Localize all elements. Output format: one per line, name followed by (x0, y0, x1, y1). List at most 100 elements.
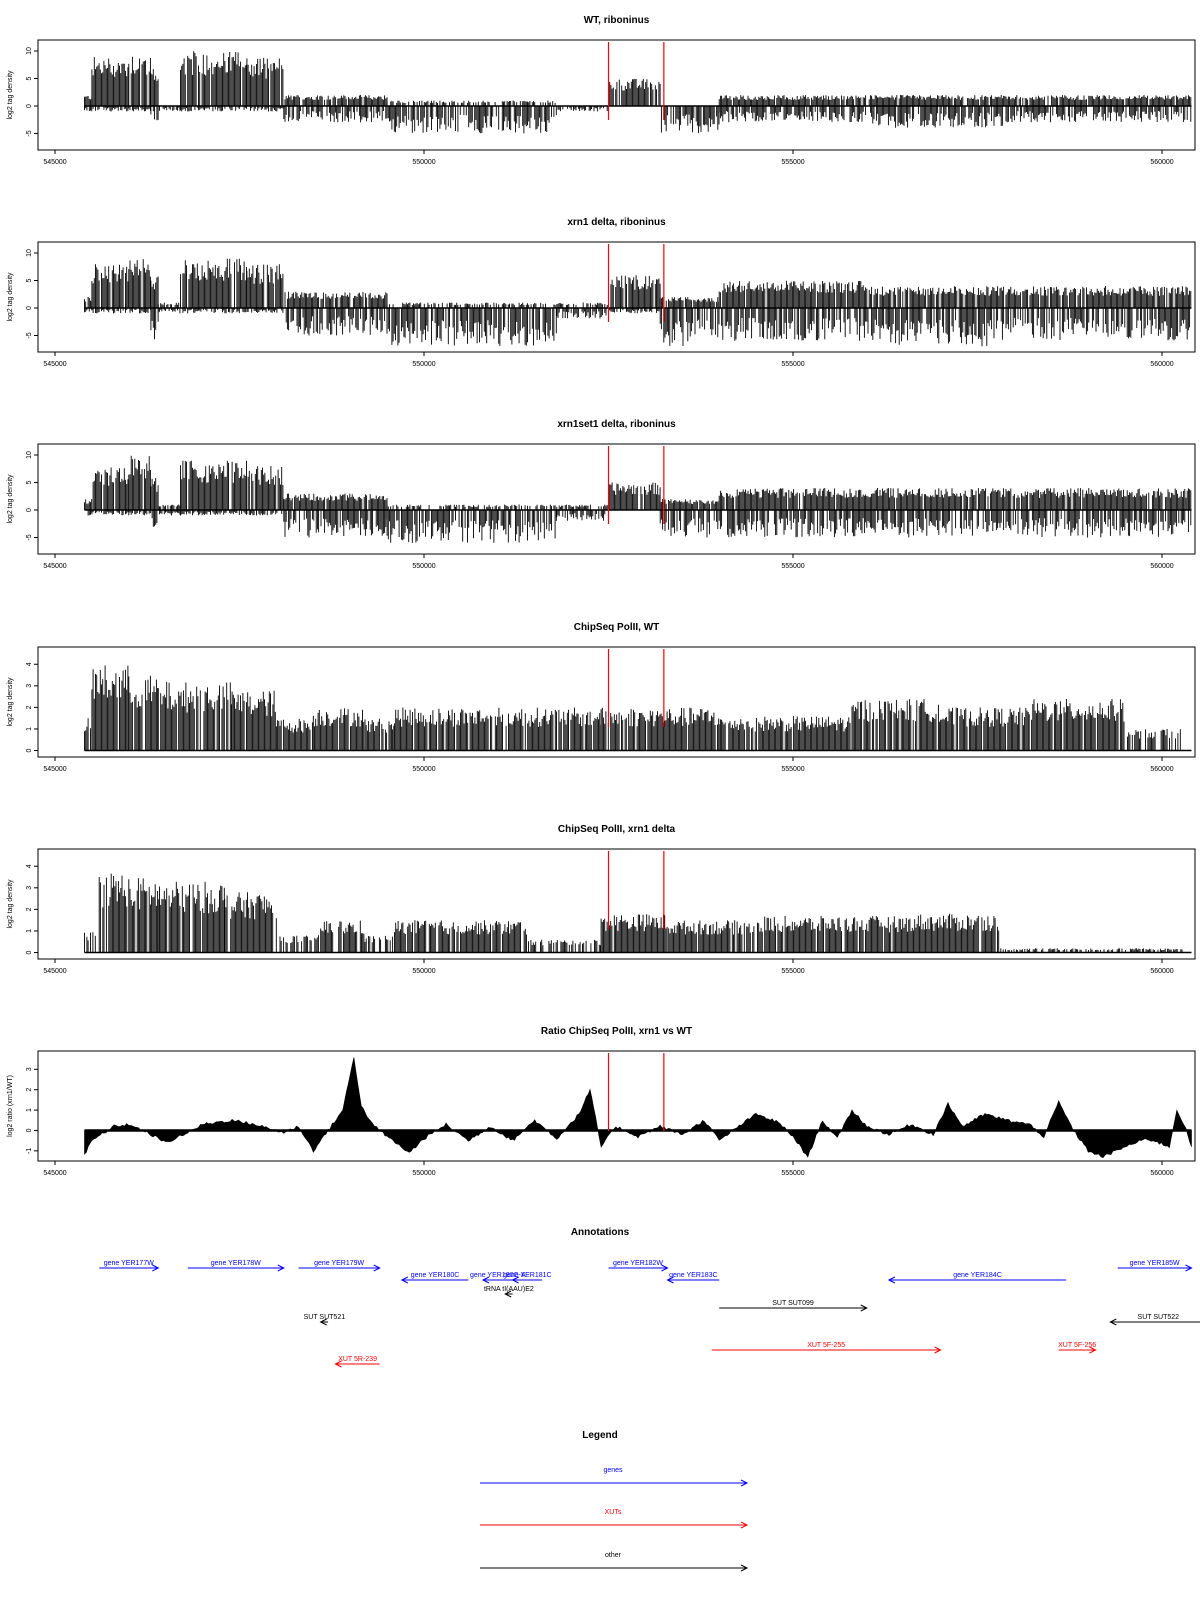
feature-arrowhead (887, 1276, 896, 1284)
bar-cluster (1127, 729, 1181, 751)
data-segment-10 (556, 302, 609, 319)
feature-arrowhead (400, 1276, 409, 1284)
ratio-area (84, 1057, 1192, 1159)
x-tick-label: 550000 (412, 361, 435, 368)
feature-other: SUT SUT099 (719, 1300, 868, 1312)
bar-cluster (866, 488, 1014, 538)
panel-3: xrn1set1 delta, riboninus log2 tag densit… (7, 419, 1196, 570)
plot-frame (37, 39, 1196, 151)
x-tick-label: 560000 (1150, 159, 1173, 166)
bar-cluster (364, 718, 395, 751)
bar-cluster (84, 718, 91, 751)
feature-label: SUT SUT521 (304, 1314, 346, 1321)
data-segment-2 (98, 873, 128, 953)
bar-cluster (246, 466, 284, 516)
x-tick-label: 555000 (781, 361, 804, 368)
y-axis-label: log2 tag density (7, 677, 14, 727)
bar-cluster (91, 467, 129, 516)
panel-title: Ratio ChipSeq PolII, xrn1 vs WT (541, 1026, 692, 1037)
y-tick-label: 4 (26, 662, 33, 666)
data-segment-5 (157, 504, 181, 516)
data-segment-7 (246, 57, 284, 112)
data-segment-5 (231, 690, 276, 751)
bar-cluster (283, 493, 388, 538)
data-segment-10 (600, 707, 720, 751)
panel-title: ChipSeq PolII, xrn1 delta (558, 824, 676, 835)
data-segment-5 (157, 302, 181, 314)
bar-cluster (157, 504, 181, 516)
bar-cluster (283, 95, 388, 123)
feature-other: SUT SUT521 (304, 1314, 346, 1326)
bar-cluster (394, 707, 602, 751)
data-segment-10 (556, 504, 609, 521)
data-segment-12 (660, 106, 720, 134)
feature-label: gene YER180C (411, 1272, 460, 1279)
data-segment-9 (394, 707, 602, 751)
y-tick-label: 1 (26, 929, 33, 933)
bar-cluster (91, 264, 129, 314)
feature-arrowhead (277, 1264, 285, 1272)
legend-arrowhead (740, 1479, 749, 1487)
x-tick-label: 560000 (1150, 968, 1173, 975)
data-segment-14 (1028, 699, 1125, 751)
legend-entry-other: other (480, 1552, 749, 1572)
feature-label: SUT SUT522 (1138, 1314, 1180, 1321)
data-segment-2 (91, 665, 129, 751)
y-tick-label: 10 (26, 249, 33, 257)
bar-cluster (866, 286, 1014, 347)
data-segment-6 (279, 935, 319, 953)
bar-cluster (128, 56, 151, 112)
bar-cluster (84, 297, 93, 313)
feature-arrowhead (860, 1304, 868, 1312)
feature-other: SUT SUT522 (1109, 1314, 1200, 1326)
bar-cluster (157, 302, 181, 314)
feature-arrowhead (1109, 1318, 1117, 1326)
bar-cluster (718, 488, 867, 538)
bar-cluster (312, 708, 365, 751)
bar-cluster (609, 482, 661, 510)
feature-label: SUT SUT099 (772, 1300, 814, 1307)
feature-gene: gene YER180C (400, 1272, 469, 1284)
data-segment-13 (940, 707, 1029, 751)
data-segment-8 (364, 718, 395, 751)
x-tick-label: 550000 (412, 1170, 435, 1177)
bar-cluster (150, 69, 159, 121)
bar-cluster (608, 78, 661, 106)
annotations-panel: Annotations gene YER177W gene YER178W gene … (99, 1227, 1200, 1368)
bar-cluster (868, 95, 1014, 128)
data-segment-13 (764, 915, 911, 953)
bar-cluster (1013, 488, 1192, 538)
feature-label: gene YER182W (613, 1260, 663, 1267)
data-segment-12 (659, 297, 720, 346)
y-tick-label: 4 (26, 864, 33, 868)
data-segment-12 (668, 920, 763, 953)
bar-cluster (851, 699, 941, 751)
panel-1: WT, riboninus log2 tag density -5 0 5 10 54500… (7, 15, 1196, 166)
x-tick-label: 545000 (43, 1170, 66, 1177)
bar-cluster (128, 455, 151, 516)
feature-label: gene YER179W (314, 1260, 364, 1267)
data-segment-4 (150, 478, 159, 527)
feature-label: gene YER184C (953, 1272, 1002, 1279)
feature-gene: gene YER184C (887, 1272, 1067, 1284)
feature-arrowhead (1089, 1346, 1097, 1354)
y-tick-label: 0 (26, 748, 33, 752)
x-tick-label: 560000 (1150, 361, 1173, 368)
bar-cluster (84, 96, 93, 112)
data-segment-2 (91, 264, 129, 314)
data-segment-9 (386, 302, 557, 346)
bar-cluster (157, 881, 225, 953)
panel-title: xrn1set1 delta, riboninus (557, 419, 676, 430)
x-tick-label: 560000 (1150, 766, 1173, 773)
data-segment-6 (275, 718, 313, 751)
bar-cluster (159, 106, 181, 111)
legend-entry-gene: genes (480, 1467, 749, 1487)
data-segment-7 (246, 466, 284, 516)
y-tick-label: -5 (26, 332, 33, 338)
data-segment-3 (128, 259, 151, 314)
data-segment-13 (718, 488, 867, 538)
data-segment-9 (386, 100, 557, 134)
bar-cluster (180, 51, 247, 112)
data-segment-14 (866, 488, 1014, 538)
y-tick-label: 2 (26, 1088, 33, 1092)
